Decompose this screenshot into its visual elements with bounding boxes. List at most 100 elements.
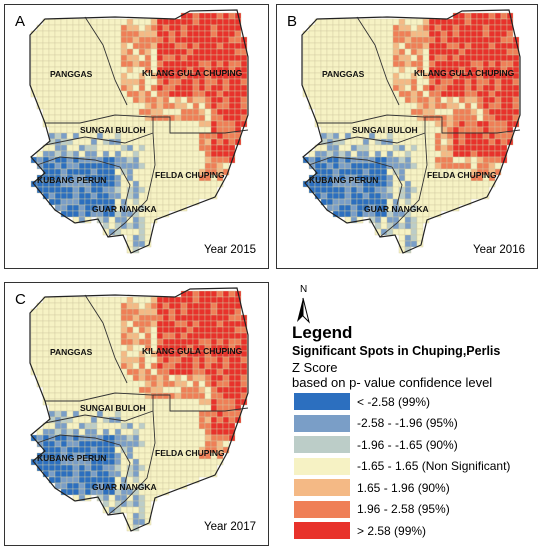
grid-cell (416, 156, 424, 164)
grid-cell (192, 428, 200, 436)
grid-cell (482, 36, 490, 44)
grid-cell (180, 78, 188, 86)
grid-cell (108, 308, 116, 316)
grid-cell (228, 30, 236, 38)
grid-cell (36, 314, 44, 322)
grid-cell (410, 174, 418, 182)
grid-cell (464, 42, 472, 50)
grid-cell (210, 356, 218, 364)
grid-cell (374, 66, 382, 74)
grid-cell (222, 90, 230, 98)
grid-cell (126, 302, 134, 310)
grid-cell (114, 180, 122, 188)
grid-cell (174, 296, 182, 304)
grid-cell (198, 356, 206, 364)
region-label-guar: GUAR NANGKA (92, 204, 157, 214)
grid-cell (108, 138, 116, 146)
grid-cell (446, 156, 454, 164)
grid-cell (192, 36, 200, 44)
grid-cell (386, 18, 394, 26)
grid-cell (144, 308, 152, 316)
grid-cell (132, 308, 140, 316)
region-boundary (391, 166, 403, 206)
grid-cell (54, 96, 62, 104)
grid-cell (326, 30, 334, 38)
grid-cell (42, 326, 50, 334)
grid-cell (192, 410, 200, 418)
grid-cell (192, 380, 200, 388)
grid-cell (84, 440, 92, 448)
grid-cell (96, 422, 104, 430)
grid-cell (84, 150, 92, 158)
grid-cell (114, 368, 122, 376)
grid-cell (168, 156, 176, 164)
grid-cell (114, 96, 122, 104)
grid-cell (198, 440, 206, 448)
grid-cell (96, 90, 104, 98)
grid-cell (314, 66, 322, 74)
grid-cell (410, 228, 418, 236)
grid-cell (120, 470, 128, 478)
grid-cell (464, 120, 472, 128)
region-boundary (425, 116, 521, 134)
grid-cell (222, 60, 230, 68)
grid-cell (216, 410, 224, 418)
grid-cell (42, 30, 50, 38)
grid-cell (156, 440, 164, 448)
grid-cell (308, 66, 316, 74)
grid-cell (222, 392, 230, 400)
grid-cell (332, 144, 340, 152)
grid-cell (344, 30, 352, 38)
grid-cell (144, 296, 152, 304)
grid-cell (48, 386, 56, 394)
grid-cell (36, 42, 44, 50)
grid-cell (216, 374, 224, 382)
grid-cell (320, 186, 328, 194)
year-label: Year 2017 (203, 521, 256, 533)
grid-cell (84, 96, 92, 104)
grid-cell (404, 180, 412, 188)
grid-cell (126, 36, 134, 44)
grid-cell (48, 374, 56, 382)
grid-cell (120, 314, 128, 322)
grid-cell (66, 464, 74, 472)
grid-cell (494, 24, 502, 32)
grid-cell (114, 452, 122, 460)
grid-cell (48, 308, 56, 316)
grid-cell (144, 84, 152, 92)
legend-item: 1.96 - 2.58 (95%) (294, 499, 510, 521)
grid-cell (108, 78, 116, 86)
grid-cell (488, 42, 496, 50)
grid-cell (440, 36, 448, 44)
grid-cell (48, 132, 56, 140)
grid-cell (126, 222, 134, 230)
grid-cell (222, 162, 230, 170)
grid-cell (138, 42, 146, 50)
grid-cell (234, 362, 242, 370)
grid-cell (446, 84, 454, 92)
grid-cell (350, 90, 358, 98)
grid-cell (90, 422, 98, 430)
region-boundary (379, 132, 428, 238)
grid-cell (320, 30, 328, 38)
grid-cell (114, 114, 122, 122)
grid-cell (180, 138, 188, 146)
grid-cell (120, 440, 128, 448)
grid-cell (320, 36, 328, 44)
grid-cell (114, 374, 122, 382)
grid-cell (108, 42, 116, 50)
grid-cell (446, 162, 454, 170)
grid-cell (320, 162, 328, 170)
grid-cell (72, 482, 80, 490)
grid-cell (482, 24, 490, 32)
grid-cell (102, 368, 110, 376)
grid-cell (174, 362, 182, 370)
grid-cell (162, 404, 170, 412)
grid-cell (204, 54, 212, 62)
grid-cell (66, 60, 74, 68)
grid-cell (222, 168, 230, 176)
grid-cell (72, 114, 80, 122)
grid-cell (216, 398, 224, 406)
grid-cell (84, 374, 92, 382)
grid-cell (102, 144, 110, 152)
